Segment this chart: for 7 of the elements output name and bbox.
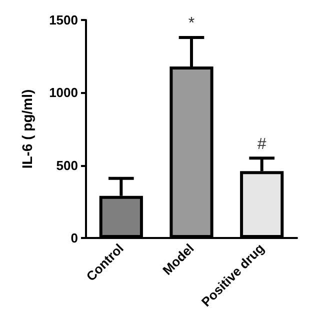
annotation: # [257,136,266,153]
y-tick-label: 500 [56,158,78,173]
annotation: * [188,15,195,32]
y-tick-label: 1000 [49,85,78,100]
y-tick-label: 0 [70,230,78,246]
y-tick-label: 1500 [49,12,78,28]
y-axis-title: IL-6 ( pg/ml) [19,89,35,169]
